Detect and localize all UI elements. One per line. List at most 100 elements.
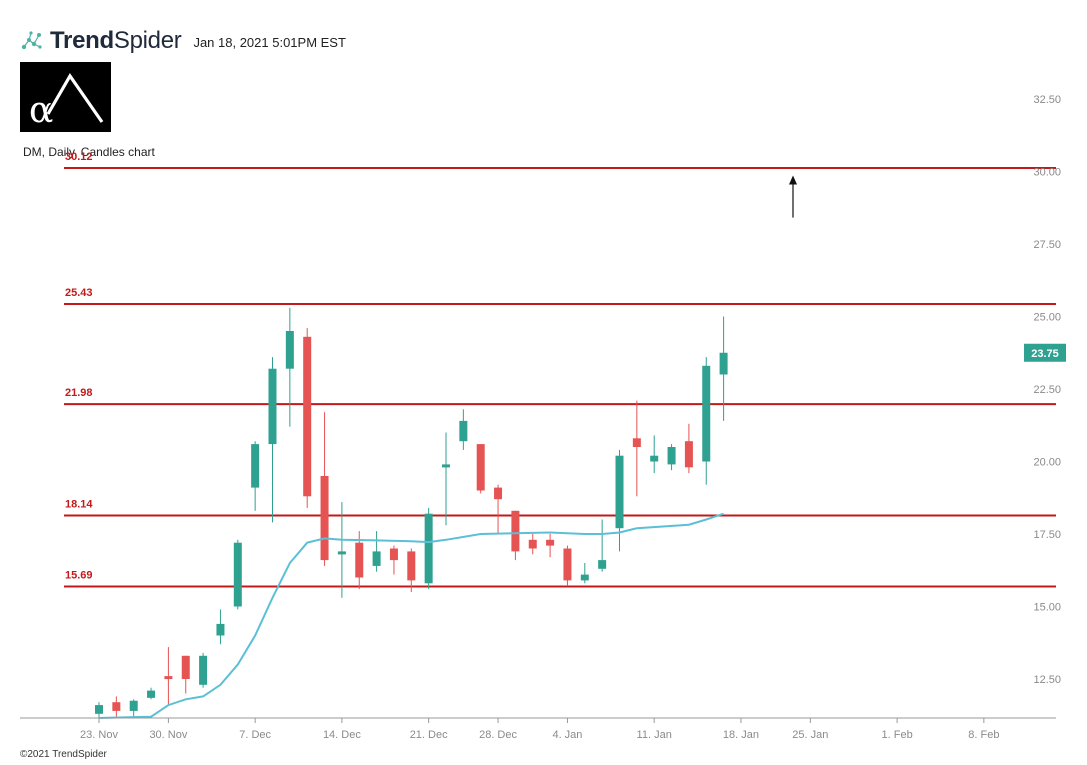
- candle-down: [112, 696, 121, 717]
- timestamp: Jan 18, 2021 5:01PM EST: [193, 35, 346, 50]
- candle-body: [598, 560, 607, 569]
- candle-body: [476, 444, 485, 491]
- candle-down: [320, 412, 329, 566]
- candle-down: [476, 444, 485, 494]
- candle-body: [442, 464, 450, 468]
- level-label: 25.43: [65, 287, 93, 299]
- x-tick-label: 4. Jan: [552, 729, 582, 741]
- candle-down: [164, 647, 173, 706]
- trendspider-nodes-icon: [21, 31, 42, 50]
- x-tick-label: 30. Nov: [149, 729, 187, 741]
- x-tick-label: 11. Jan: [637, 729, 672, 741]
- x-tick-label: 8. Feb: [968, 729, 999, 741]
- candle-body: [251, 444, 260, 488]
- x-tick-label: 25. Jan: [792, 729, 828, 741]
- level-label: 18.14: [65, 498, 93, 510]
- last-price-label: 23.75: [1031, 348, 1059, 360]
- candle-body: [95, 705, 103, 714]
- y-tick-label: 30.00: [1033, 167, 1061, 179]
- candle-body: [216, 623, 225, 636]
- candle-up: [372, 531, 381, 572]
- candle-up: [580, 563, 589, 584]
- y-tick-label: 32.50: [1033, 94, 1061, 106]
- candle-down: [528, 534, 537, 555]
- alpha-lambda-logo-icon: α: [20, 62, 111, 132]
- svg-text:α: α: [29, 90, 53, 131]
- y-tick-label: 15.00: [1033, 602, 1061, 614]
- candle-down: [389, 545, 398, 575]
- candle-up: [147, 687, 156, 700]
- candle-up: [233, 539, 242, 610]
- candle-body: [372, 551, 381, 566]
- arrow-up-icon: [789, 175, 797, 185]
- x-tick-label: 18. Jan: [723, 729, 759, 741]
- candle-down: [511, 510, 520, 561]
- candle-body: [181, 655, 190, 679]
- y-tick-label: 20.00: [1033, 457, 1061, 469]
- candle-body: [424, 513, 433, 584]
- candle-body: [285, 331, 294, 369]
- candle-up: [285, 307, 294, 427]
- candle-body: [459, 420, 468, 442]
- candle-body: [129, 700, 138, 711]
- candle-body: [580, 574, 589, 581]
- candle-down: [407, 548, 416, 592]
- y-tick-label: 25.00: [1033, 312, 1061, 324]
- candle-body: [355, 542, 364, 578]
- candle-body: [563, 548, 572, 581]
- candle-up: [650, 435, 659, 474]
- candle-up: [251, 441, 260, 511]
- candle-body: [164, 676, 173, 680]
- candle-body: [268, 368, 277, 445]
- x-tick-label: 1. Feb: [882, 729, 913, 741]
- candle-up: [95, 702, 103, 718]
- candle-body: [199, 655, 208, 685]
- x-tick-label: 23. Nov: [80, 729, 118, 741]
- y-tick-label: 12.50: [1033, 674, 1061, 686]
- brand-name-bold: Trend: [50, 27, 114, 54]
- candle-up: [667, 444, 676, 471]
- candle-body: [112, 702, 121, 711]
- candle-body: [650, 455, 659, 462]
- candle-body: [389, 548, 398, 561]
- candle-up: [702, 357, 711, 485]
- candle-down: [494, 484, 503, 534]
- candle-up: [615, 449, 624, 552]
- x-tick-label: 28. Dec: [479, 729, 517, 741]
- candle-up: [459, 409, 468, 450]
- level-label: 21.98: [65, 387, 93, 399]
- moving-average-line: [98, 512, 724, 719]
- y-tick-label: 17.50: [1033, 529, 1061, 541]
- candle-up: [719, 316, 728, 421]
- brand-name-light: Spider: [113, 27, 182, 54]
- level-label: 15.69: [65, 569, 93, 581]
- candle-body: [615, 455, 624, 529]
- chart-label: DM, Daily, Candles chart: [23, 145, 155, 159]
- candle-down: [632, 400, 641, 497]
- candle-up: [424, 507, 433, 590]
- candle-down: [303, 328, 312, 508]
- candle-body: [303, 336, 312, 497]
- header: TrendSpider Jan 18, 2021 5:01PM EST: [20, 27, 346, 55]
- candle-down: [684, 423, 693, 474]
- candle-body: [719, 352, 728, 375]
- candle-down: [563, 545, 572, 587]
- level-label: 30.12: [65, 151, 93, 163]
- candle-up: [199, 652, 208, 688]
- candle-body: [147, 690, 156, 698]
- candle-body: [684, 441, 693, 468]
- candle-up: [442, 432, 450, 526]
- y-tick-label: 27.50: [1033, 239, 1061, 251]
- candle-body: [511, 510, 520, 552]
- candle-body: [407, 551, 416, 581]
- candle-body: [702, 365, 711, 462]
- candle-body: [320, 476, 329, 561]
- brand-name: TrendSpider: [50, 27, 182, 55]
- copyright: ©2021 TrendSpider: [20, 749, 107, 760]
- candle-up: [216, 609, 225, 645]
- candle-body: [528, 539, 537, 549]
- candle-body: [233, 542, 242, 607]
- candle-body: [546, 539, 555, 546]
- candle-body: [494, 487, 503, 500]
